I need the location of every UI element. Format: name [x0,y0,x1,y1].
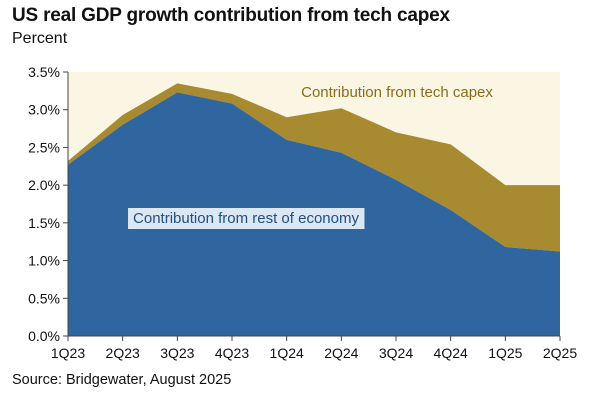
series-labels-group: Contribution from tech capex Contribution… [128,82,499,229]
series-area-tech-capex [68,83,560,252]
chart-title: US real GDP growth contribution from tec… [12,5,450,26]
x-tick-label: 2Q25 [543,345,577,361]
x-tick-label: 2Q23 [106,345,140,361]
x-tick-label: 3Q24 [379,345,413,361]
y-tick-label: 0.0% [28,328,60,344]
y-tick-label: 0.5% [28,290,60,306]
label-rest-of-economy-text: Contribution from rest of economy [133,210,359,227]
label-tech-capex: Contribution from tech capex [296,82,499,103]
label-tech-capex-text: Contribution from tech capex [301,84,493,101]
label-rest-of-economy: Contribution from rest of economy [128,208,365,229]
axes-group: 0.0% 0.5% 1.0% 1.5% 2.0% 2.5% 3.0% 3.5% 1Q23 2Q23… [28,64,577,361]
x-tick-label: 4Q24 [434,345,468,361]
chart-subtitle: Percent [12,30,68,47]
x-tick-label: 1Q25 [488,345,522,361]
x-tick-label: 3Q23 [160,345,194,361]
x-tick-label: 2Q24 [324,345,358,361]
x-tick-label: 4Q23 [215,345,249,361]
label-tech-capex-box [296,82,499,103]
x-tick-label: 1Q24 [270,345,304,361]
y-tick-label: 3.0% [28,102,60,118]
y-tick-label: 2.5% [28,139,60,155]
x-tick-label: 1Q23 [51,345,85,361]
y-tick-label: 1.5% [28,215,60,231]
y-tick-label: 1.0% [28,253,60,269]
source-note: Source: Bridgewater, August 2025 [12,372,232,388]
y-tick-label: 3.5% [28,64,60,80]
label-rest-of-economy-box [128,208,365,229]
y-tick-label: 2.0% [28,177,60,193]
